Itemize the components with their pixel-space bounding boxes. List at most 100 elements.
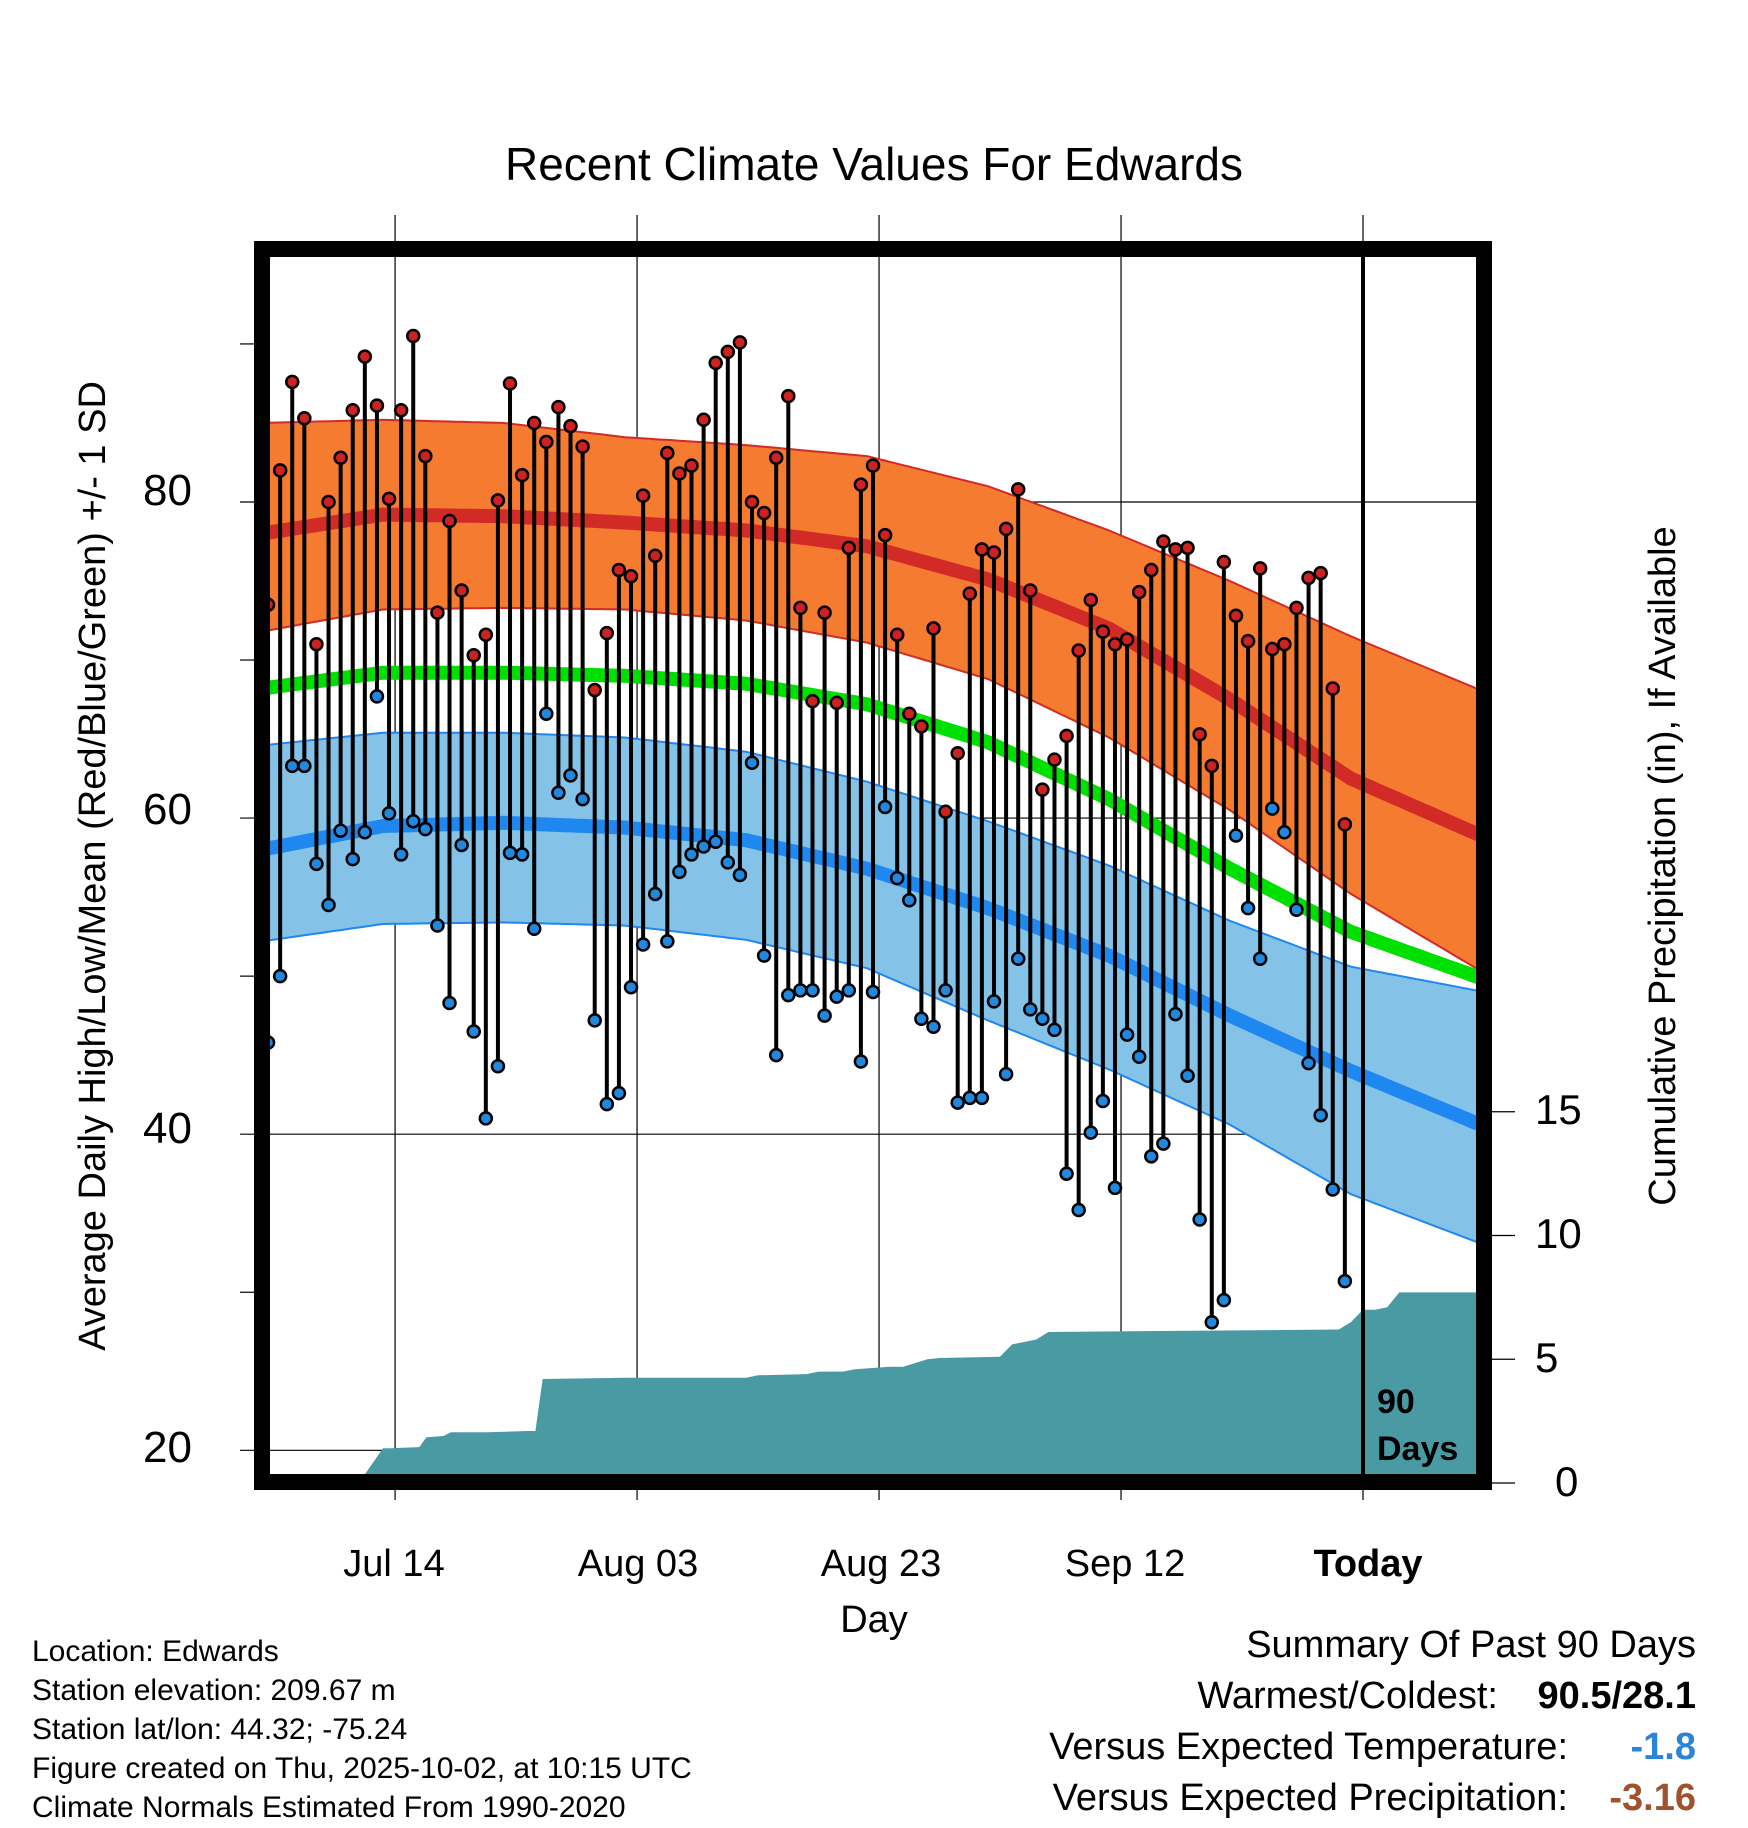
obs-high-point (430, 605, 445, 620)
obs-high-point (454, 583, 469, 598)
obs-high-point (865, 458, 881, 473)
obs-high-point (321, 494, 336, 510)
precip-area-layer (365, 1292, 1484, 1474)
y2-tick-label: 5 (1535, 1334, 1558, 1381)
obs-low-point (998, 1066, 1014, 1082)
x-tick-label: Aug 03 (578, 1543, 698, 1585)
obs-low-point (393, 847, 409, 862)
obs-high-point (333, 450, 348, 465)
obs-high-point (986, 545, 1002, 560)
summary-temp-value: -1.8 (1630, 1726, 1696, 1768)
obs-high-point (841, 540, 857, 556)
obs-low-point (611, 1085, 627, 1101)
obs-low-point (1180, 1068, 1195, 1083)
obs-low-point (841, 983, 857, 998)
obs-low-point (357, 825, 373, 840)
obs-low-point (986, 994, 1002, 1009)
obs-high-point (490, 493, 506, 508)
summary-precip-value: -3.16 (1609, 1777, 1696, 1819)
obs-low-point (551, 785, 566, 801)
obs-high-point (660, 445, 675, 461)
obs-high-point (442, 513, 457, 529)
obs-high-point (1131, 584, 1147, 600)
obs-high-point (1047, 752, 1062, 767)
obs-high-point (974, 542, 990, 557)
obs-low-point (660, 934, 675, 949)
obs-high-point (599, 625, 615, 641)
obs-low-point (1265, 801, 1280, 816)
obs-high-point (914, 719, 929, 734)
obs-low-point (672, 864, 687, 880)
obs-low-point (1325, 1182, 1341, 1197)
summary-title: Summary Of Past 90 Days (1246, 1624, 1696, 1666)
obs-low-point (1156, 1136, 1171, 1151)
obs-low-point (1301, 1055, 1316, 1071)
obs-low-point (1277, 825, 1292, 840)
obs-high-point (514, 467, 530, 483)
obs-high-point (1023, 583, 1038, 598)
obs-high-point (853, 477, 869, 492)
obs-low-point (1144, 1149, 1159, 1164)
obs-low-point (889, 870, 905, 886)
obs-low-point (369, 689, 385, 704)
obs-low-point (647, 886, 663, 902)
obs-low-point (1023, 1002, 1038, 1017)
obs-low-point (1035, 1011, 1050, 1027)
obs-high-point (1119, 632, 1135, 647)
obs-low-point (635, 937, 651, 952)
obs-high-point (877, 527, 893, 543)
low-sd-band (262, 731, 1484, 1246)
obs-high-point (478, 627, 494, 642)
obs-high-point (526, 415, 542, 431)
obs-low-point (514, 847, 530, 862)
obs-low-point (454, 837, 469, 853)
obs-low-point (950, 1095, 965, 1110)
obs-high-point (466, 648, 481, 663)
obs-low-point (309, 856, 324, 872)
y-tick-label: 60 (143, 785, 192, 834)
obs-high-point (587, 682, 602, 698)
obs-high-point (1289, 600, 1304, 616)
obs-high-point (635, 488, 651, 503)
obs-high-point (829, 695, 844, 710)
obs-low-point (623, 979, 639, 995)
obs-low-point (853, 1054, 869, 1069)
today-marker: 90 Days (1361, 257, 1458, 1474)
obs-high-point (1204, 758, 1220, 774)
obs-low-point (744, 755, 760, 771)
obs-high-point (1228, 608, 1244, 624)
obs-low-point (865, 984, 881, 1000)
obs-low-point (1010, 951, 1026, 967)
obs-low-point (829, 989, 844, 1004)
obs-high-point (1265, 641, 1280, 657)
obs-low-point (1204, 1315, 1220, 1330)
obs-low-point (333, 823, 348, 838)
obs-high-point (1083, 592, 1099, 608)
obs-high-point (998, 521, 1014, 537)
obs-high-point (1180, 540, 1195, 556)
obs-high-point (1168, 542, 1183, 557)
obs-low-point (1047, 1022, 1062, 1038)
obs-low-point (587, 1013, 602, 1028)
summary-temp-row: Versus Expected Temperature: -1.8 (1049, 1722, 1696, 1773)
obs-high-point (1337, 817, 1353, 832)
obs-low-point (599, 1096, 615, 1112)
today-label-line2: Days (1377, 1430, 1458, 1468)
obs-high-point (781, 388, 796, 404)
obs-high-point (793, 600, 808, 616)
obs-high-point (381, 491, 397, 507)
obs-high-point (1277, 636, 1292, 652)
obs-low-point (1313, 1107, 1328, 1123)
obs-high-point (938, 804, 953, 820)
obs-high-point (393, 403, 409, 418)
obs-low-point (962, 1090, 978, 1106)
obs-low-point (1131, 1049, 1147, 1064)
obs-low-point (442, 995, 457, 1011)
obs-high-point (502, 376, 518, 391)
obs-high-point (418, 448, 433, 464)
obs-low-point (272, 968, 288, 984)
obs-low-point (914, 1011, 929, 1027)
summary-warmest-label: Warmest/Coldest: (1197, 1675, 1498, 1717)
obs-high-point (551, 399, 566, 415)
obs-high-point (805, 693, 820, 709)
